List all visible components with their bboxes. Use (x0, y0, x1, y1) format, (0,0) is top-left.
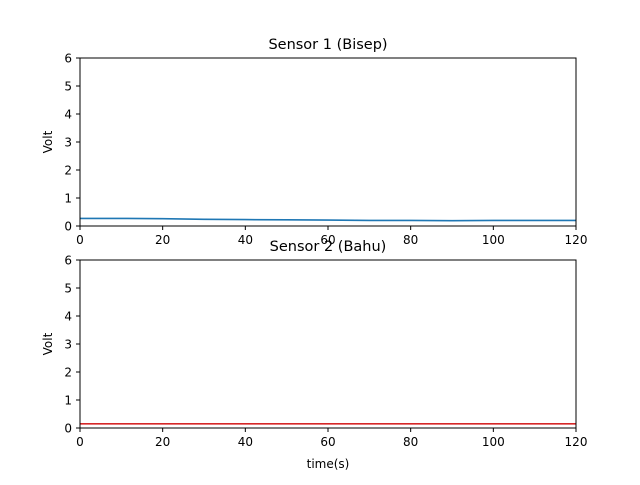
x-tick-label: 120 (565, 233, 588, 247)
plot-area: 0 20 40 60 80 100 120 0 1 2 3 4 5 6 (64, 254, 587, 450)
x-axis-label: time(s) (307, 457, 350, 471)
axes-frame (79, 57, 577, 227)
y-tick-label: 3 (64, 338, 72, 352)
x-tick-label: 60 (320, 233, 335, 247)
y-tick-label: 4 (64, 310, 72, 324)
y-axis-label: Volt (41, 130, 55, 153)
x-tick-label: 20 (155, 435, 170, 449)
series-line (80, 217, 576, 222)
x-tick-label: 80 (403, 233, 418, 247)
chart-title: Sensor 1 (Bisep) (268, 37, 387, 53)
axes-frame (79, 259, 577, 429)
y-tick-label: 5 (64, 282, 72, 296)
chart-title: Sensor 2 (Bahu) (270, 239, 387, 255)
x-tick-label: 100 (482, 435, 505, 449)
y-tick-label: 2 (64, 164, 72, 178)
subplot-sensor-2: Sensor 2 (Bahu) Volt time(s) 0 20 40 60 80 10… (41, 239, 587, 471)
x-tick-label: 120 (565, 435, 588, 449)
y-tick-label: 1 (64, 192, 72, 206)
x-tick-label: 40 (238, 435, 253, 449)
x-tick-label: 0 (76, 435, 84, 449)
x-tick-label: 100 (482, 233, 505, 247)
x-tick-label: 20 (155, 233, 170, 247)
y-tick-label: 6 (64, 52, 72, 66)
y-tick-label: 2 (64, 366, 72, 380)
y-tick-label: 0 (64, 422, 72, 436)
x-tick-label: 80 (403, 435, 418, 449)
y-tick-label: 6 (64, 254, 72, 268)
y-tick-label: 4 (64, 108, 72, 122)
x-tick-label: 0 (76, 233, 84, 247)
x-tick-label: 40 (238, 233, 253, 247)
subplot-sensor-1: Sensor 1 (Bisep) Volt 0 20 40 60 80 100 120 0 1 2… (41, 37, 587, 247)
y-tick-label: 3 (64, 136, 72, 150)
y-tick-label: 5 (64, 80, 72, 94)
plot-area: 0 20 40 60 80 100 120 0 1 2 3 4 5 6 (64, 52, 587, 248)
y-tick-label: 0 (64, 220, 72, 234)
x-tick-label: 60 (320, 435, 335, 449)
y-tick-label: 1 (64, 394, 72, 408)
y-axis-label: Volt (41, 332, 55, 355)
